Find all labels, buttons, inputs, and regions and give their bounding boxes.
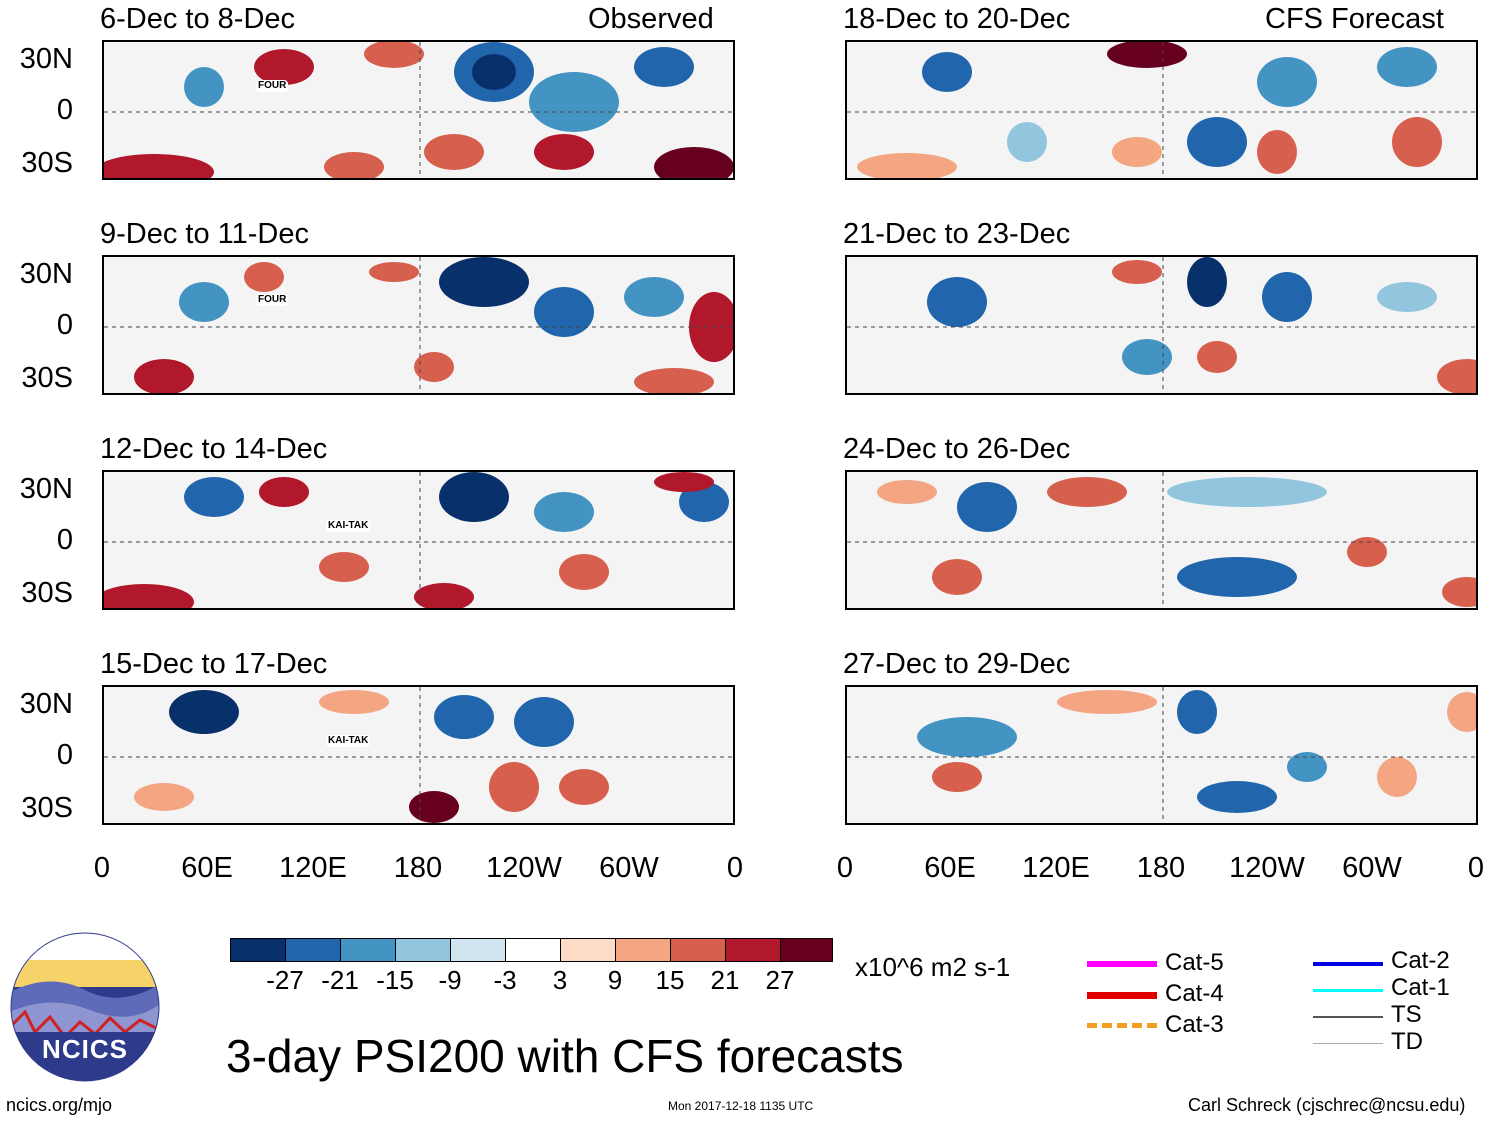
panel-title-right-4: 27-Dec to 29-Dec bbox=[843, 648, 1071, 680]
lon-label-60w: 60W bbox=[599, 852, 659, 884]
legend-label-cat3: Cat-3 bbox=[1165, 1011, 1224, 1038]
lat-label-30n: 30N bbox=[19, 258, 73, 290]
legend-label-cat4: Cat-4 bbox=[1165, 980, 1224, 1007]
legend-line-cat1 bbox=[1313, 989, 1383, 992]
footer-timestamp: Mon 2017-12-18 1135 UTC bbox=[668, 1099, 814, 1113]
map-panel-forecast-1 bbox=[845, 40, 1478, 180]
lon-label-120e: 120E bbox=[279, 852, 347, 884]
map-panel-forecast-4 bbox=[845, 685, 1478, 825]
lat-label-0: 0 bbox=[56, 309, 73, 341]
colorbar-units: x10^6 m2 s-1 bbox=[855, 952, 1011, 982]
storm-label: FOUR bbox=[256, 294, 289, 306]
footer-website-link[interactable]: ncics.org/mjo bbox=[6, 1095, 113, 1115]
legend-line-ts bbox=[1313, 1016, 1383, 1018]
lat-label-30s: 30S bbox=[21, 577, 73, 609]
colorbar-swatch bbox=[725, 938, 781, 962]
lat-label-0: 0 bbox=[56, 94, 73, 126]
legend-label-cat5: Cat-5 bbox=[1165, 949, 1224, 976]
lon-label-180: 180 bbox=[1136, 852, 1186, 884]
colorbar-swatch bbox=[230, 938, 286, 962]
logo-text: NCICS bbox=[42, 1034, 128, 1064]
map-panel-observed-3: KAI-TAK bbox=[102, 470, 735, 610]
lat-label-30n: 30N bbox=[19, 688, 73, 720]
panel-title-right-3: 24-Dec to 26-Dec bbox=[843, 433, 1071, 465]
colorbar-label: 21 bbox=[710, 965, 740, 995]
legend-label-cat2: Cat-2 bbox=[1391, 947, 1450, 974]
lon-label-60e: 60E bbox=[181, 852, 233, 884]
colorbar-swatch bbox=[285, 938, 341, 962]
lon-label-0-end: 0 bbox=[726, 852, 744, 884]
ncics-logo[interactable]: NCICS bbox=[10, 932, 160, 1082]
colorbar-swatch bbox=[450, 938, 506, 962]
map-panel-forecast-2 bbox=[845, 255, 1478, 395]
legend-line-cat4 bbox=[1087, 992, 1157, 999]
storm-label: FOUR bbox=[256, 80, 289, 92]
colorbar-label: -15 bbox=[376, 965, 414, 995]
lat-label-30n: 30N bbox=[19, 473, 73, 505]
colorbar-swatch bbox=[560, 938, 616, 962]
colorbar-swatch bbox=[780, 938, 833, 962]
panel-title-left-1: 6-Dec to 8-Dec bbox=[100, 3, 296, 35]
colorbar-label: 27 bbox=[765, 965, 795, 995]
lon-label-120w: 120W bbox=[486, 852, 562, 884]
storm-label: KAI-TAK bbox=[326, 520, 371, 532]
map-panel-observed-4: KAI-TAK bbox=[102, 685, 735, 825]
lon-label-120e: 120E bbox=[1022, 852, 1090, 884]
lon-label-120w: 120W bbox=[1229, 852, 1305, 884]
observed-header: Observed bbox=[588, 3, 714, 35]
legend-line-cat5 bbox=[1087, 961, 1157, 967]
panel-title-right-2: 21-Dec to 23-Dec bbox=[843, 218, 1071, 250]
legend-label-cat1: Cat-1 bbox=[1391, 974, 1450, 1001]
main-title: 3-day PSI200 with CFS forecasts bbox=[226, 1030, 904, 1082]
colorbar-label: 3 bbox=[552, 965, 568, 995]
lat-label-30s: 30S bbox=[21, 147, 73, 179]
legend-line-cat2 bbox=[1313, 962, 1383, 966]
footer-author: Carl Schreck (cjschrec@ncsu.edu) bbox=[1188, 1095, 1466, 1115]
colorbar-label: -27 bbox=[266, 965, 304, 995]
map-panel-observed-2: FOUR bbox=[102, 255, 735, 395]
map-panel-observed-1: FOUR bbox=[102, 40, 735, 180]
lon-label-0: 0 bbox=[93, 852, 111, 884]
lon-label-180: 180 bbox=[393, 852, 443, 884]
legend-label-td: TD bbox=[1391, 1028, 1423, 1055]
lon-label-0: 0 bbox=[836, 852, 854, 884]
legend-label-ts: TS bbox=[1391, 1001, 1422, 1028]
map-panel-forecast-3 bbox=[845, 470, 1478, 610]
panel-title-left-4: 15-Dec to 17-Dec bbox=[100, 648, 328, 680]
lat-label-0: 0 bbox=[56, 524, 73, 556]
colorbar-swatch bbox=[395, 938, 451, 962]
lat-label-0: 0 bbox=[56, 739, 73, 771]
panel-title-left-2: 9-Dec to 11-Dec bbox=[100, 218, 309, 250]
colorbar-label: -21 bbox=[321, 965, 359, 995]
lon-label-0-end: 0 bbox=[1467, 852, 1485, 884]
lon-label-60w: 60W bbox=[1342, 852, 1402, 884]
lat-label-30s: 30S bbox=[21, 792, 73, 824]
lon-label-60e: 60E bbox=[924, 852, 976, 884]
colorbar-label: -9 bbox=[438, 965, 462, 995]
lat-label-30n: 30N bbox=[19, 43, 73, 75]
colorbar-swatch bbox=[670, 938, 726, 962]
legend-line-cat3 bbox=[1087, 1023, 1157, 1028]
colorbar-label: 9 bbox=[607, 965, 623, 995]
lat-label-30s: 30S bbox=[21, 362, 73, 394]
forecast-header: CFS Forecast bbox=[1265, 3, 1444, 35]
colorbar-label: 15 bbox=[655, 965, 685, 995]
colorbar-swatch bbox=[615, 938, 671, 962]
colorbar-label: -3 bbox=[493, 965, 517, 995]
colorbar-swatch bbox=[505, 938, 561, 962]
panel-title-left-3: 12-Dec to 14-Dec bbox=[100, 433, 328, 465]
storm-label: KAI-TAK bbox=[326, 735, 371, 747]
colorbar-swatch bbox=[340, 938, 396, 962]
legend-line-td bbox=[1313, 1043, 1383, 1044]
panel-title-right-1: 18-Dec to 20-Dec bbox=[843, 3, 1071, 35]
